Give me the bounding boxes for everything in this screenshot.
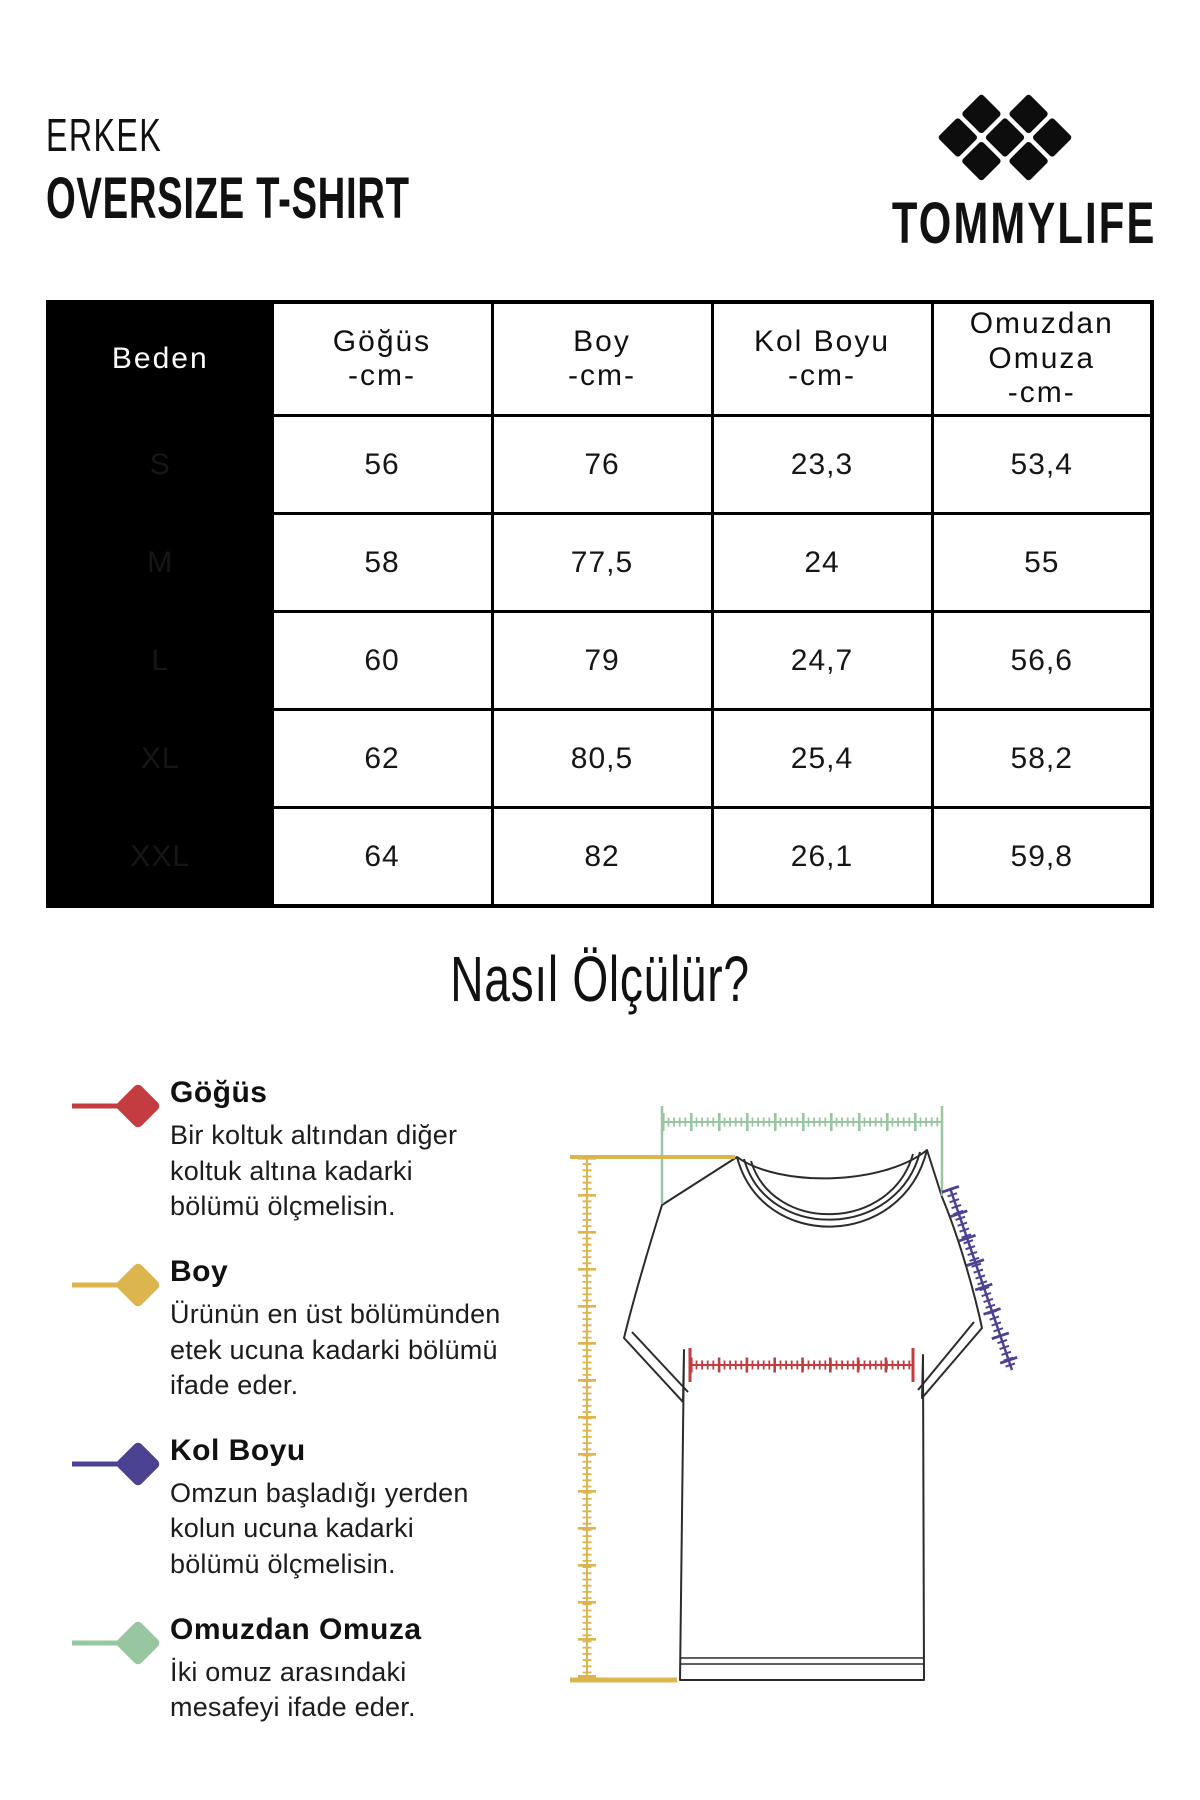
collar-rib-line — [743, 1151, 921, 1221]
column-header-length: Boy -cm- — [490, 300, 714, 417]
value-cell: 55 — [930, 512, 1154, 613]
legend-item-shoulder: Omuzdan Omuza İki omuz arasındaki mesafe… — [70, 1613, 510, 1726]
value-cell: 59,8 — [930, 806, 1154, 908]
value-cell: 26,1 — [710, 806, 934, 908]
brand-logo-icon — [930, 86, 1080, 194]
size-row-xl: XL 62 80,5 25,4 58,2 — [46, 708, 1154, 809]
product-title: OVERSIZE T-SHIRT — [46, 170, 597, 228]
value-cell: 77,5 — [490, 512, 714, 613]
column-header-sleeve: Kol Boyu -cm- — [710, 300, 934, 417]
legend-term: Omuzdan Omuza — [170, 1612, 422, 1646]
brand-name: TOMMYLIFE — [789, 190, 1156, 257]
tshirt-measure-diagram — [520, 1080, 1080, 1725]
value-cell: 76 — [490, 414, 714, 515]
value-cell: 56 — [270, 414, 494, 515]
size-column-header: Beden — [46, 300, 274, 417]
legend-item-sleeve: Kol Boyu Omzun başladığı yerden kolun uc… — [70, 1434, 510, 1583]
size-row-m: M 58 77,5 24 55 — [46, 512, 1154, 613]
tshirt-outline — [623, 1149, 983, 1681]
value-cell: 24,7 — [710, 610, 934, 711]
column-unit: -cm- — [788, 359, 856, 392]
value-cell: 53,4 — [930, 414, 1154, 515]
legend-description: Omzun başladığı yerden kolun ucuna kadar… — [170, 1477, 469, 1579]
collar-inner-line — [750, 1153, 914, 1216]
chest-diamond-icon — [72, 1084, 160, 1128]
column-unit: -cm- — [1007, 376, 1076, 410]
value-cell: 82 — [490, 806, 714, 908]
value-cell: 56,6 — [930, 610, 1154, 711]
value-cell: 80,5 — [490, 708, 714, 809]
how-to-measure-title-text: Nasıl Ölçülür? — [450, 943, 750, 1015]
sleeve-ruler — [941, 1185, 1021, 1373]
left-cuff-line — [631, 1331, 689, 1393]
size-label: S — [46, 414, 274, 515]
size-label: XXL — [46, 806, 274, 908]
legend-term: Boy — [170, 1254, 229, 1288]
column-label: Kol Boyu — [753, 324, 891, 358]
value-cell: 24 — [710, 512, 934, 613]
diamond-rosette-icon — [938, 94, 1072, 181]
size-label: M — [46, 512, 274, 613]
size-table-header-row: Beden Göğüs -cm- Boy -cm- Kol Boyu -cm- Omu… — [46, 300, 1154, 417]
size-row-l: L 60 79 24,7 56,6 — [46, 610, 1154, 711]
legend-description: Bir koltuk altından diğer koltuk altına … — [170, 1120, 458, 1222]
legend-item-chest: Göğüs Bir koltuk altından diğer koltuk a… — [70, 1076, 510, 1225]
column-unit: -cm- — [348, 359, 416, 392]
column-label: Omuzdan Omuza — [969, 307, 1114, 375]
legend-description: İki omuz arasındaki mesafeyi ifade eder. — [170, 1656, 416, 1723]
legend-item-length: Boy Ürünün en üst bölümünden etek ucuna … — [70, 1255, 510, 1404]
value-cell: 25,4 — [710, 708, 934, 809]
value-cell: 79 — [490, 610, 714, 711]
size-label: L — [46, 610, 274, 711]
legend-description: Ürünün en üst bölümünden etek ucuna kada… — [170, 1298, 501, 1401]
shoulder-diamond-icon — [72, 1621, 160, 1664]
value-cell: 23,3 — [710, 414, 934, 515]
column-unit: -cm- — [568, 359, 636, 392]
legend-term: Kol Boyu — [170, 1433, 306, 1467]
legend-text: Göğüs Bir koltuk altından diğer koltuk a… — [170, 1076, 510, 1225]
measurement-legend: Göğüs Bir koltuk altından diğer koltuk a… — [70, 1076, 510, 1756]
brand-name-text: TOMMYLIFE — [891, 191, 1156, 256]
sleeve-diamond-icon — [72, 1442, 160, 1486]
how-to-measure-title: Nasıl Ölçülür? — [0, 942, 1200, 1016]
size-row-xxl: XXL 64 82 26,1 59,8 — [46, 806, 1154, 908]
size-row-s: S 56 76 23,3 53,4 — [46, 414, 1154, 515]
size-table: Beden Göğüs -cm- Boy -cm- Kol Boyu -cm- Omu… — [46, 300, 1154, 908]
tshirt-diagram-svg — [570, 1106, 1021, 1683]
page-title: ERKEK OVERSIZE T-SHIRT — [46, 112, 597, 228]
category-text: ERKEK — [46, 109, 163, 161]
value-cell: 62 — [270, 708, 494, 809]
chest-ruler — [688, 1348, 915, 1382]
legend-text: Kol Boyu Omzun başladığı yerden kolun uc… — [170, 1434, 510, 1583]
length-ruler — [570, 1155, 735, 1683]
category-label: ERKEK — [46, 112, 597, 158]
collar-outer-line — [736, 1149, 928, 1228]
product-title-text: OVERSIZE T-SHIRT — [46, 166, 410, 231]
value-cell: 64 — [270, 806, 494, 908]
column-label: Boy — [573, 324, 631, 358]
right-cuff-line — [917, 1321, 975, 1391]
size-label: XL — [46, 708, 274, 809]
value-cell: 58 — [270, 512, 494, 613]
column-label: Göğüs — [332, 324, 432, 358]
length-diamond-icon — [72, 1263, 160, 1307]
legend-text: Boy Ürünün en üst bölümünden etek ucuna … — [170, 1255, 510, 1404]
value-cell: 58,2 — [930, 708, 1154, 809]
value-cell: 60 — [270, 610, 494, 711]
column-header-chest: Göğüs -cm- — [270, 300, 494, 417]
legend-term: Göğüs — [170, 1076, 268, 1109]
column-header-shoulder: Omuzdan Omuza -cm- — [930, 300, 1154, 417]
legend-text: Omuzdan Omuza İki omuz arasındaki mesafe… — [170, 1613, 510, 1726]
